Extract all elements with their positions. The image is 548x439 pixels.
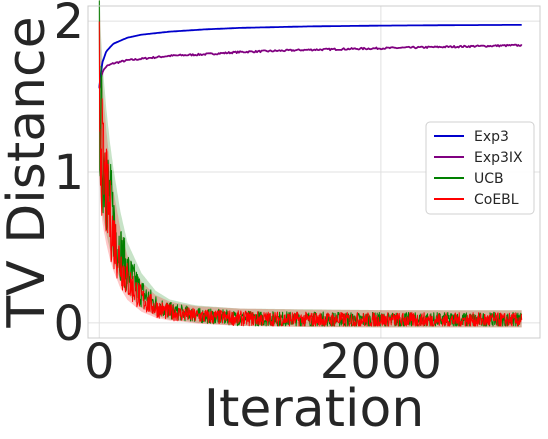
legend-box: [425, 121, 535, 215]
legend-label-exp3: Exp3: [474, 129, 509, 145]
x-tick-label: 2000: [320, 334, 442, 390]
y-axis-label: TV Distance: [0, 16, 57, 328]
y-tick-label: 0: [53, 296, 84, 352]
legend-label-ucb: UCB: [474, 171, 504, 187]
x-tick-label: 0: [84, 334, 115, 390]
x-axis-label: Iteration: [204, 379, 425, 439]
legend: Exp3 Exp3IX UCB CoEBL: [425, 121, 535, 215]
series-line-exp3ix: [98, 43, 523, 89]
legend-label-coebl: CoEBL: [474, 192, 519, 208]
y-tick-labels: 0 1 2: [53, 0, 84, 352]
series-line-coebl: [98, 21, 523, 327]
y-tick-label: 2: [53, 0, 84, 50]
legend-label-exp3ix: Exp3IX: [474, 150, 523, 166]
series-lines: [98, 0, 523, 327]
x-tick-labels: 0 2000: [84, 334, 442, 390]
y-tick-label: 1: [53, 145, 84, 201]
series-line-exp3: [98, 24, 522, 88]
plot-frame: [87, 5, 541, 339]
